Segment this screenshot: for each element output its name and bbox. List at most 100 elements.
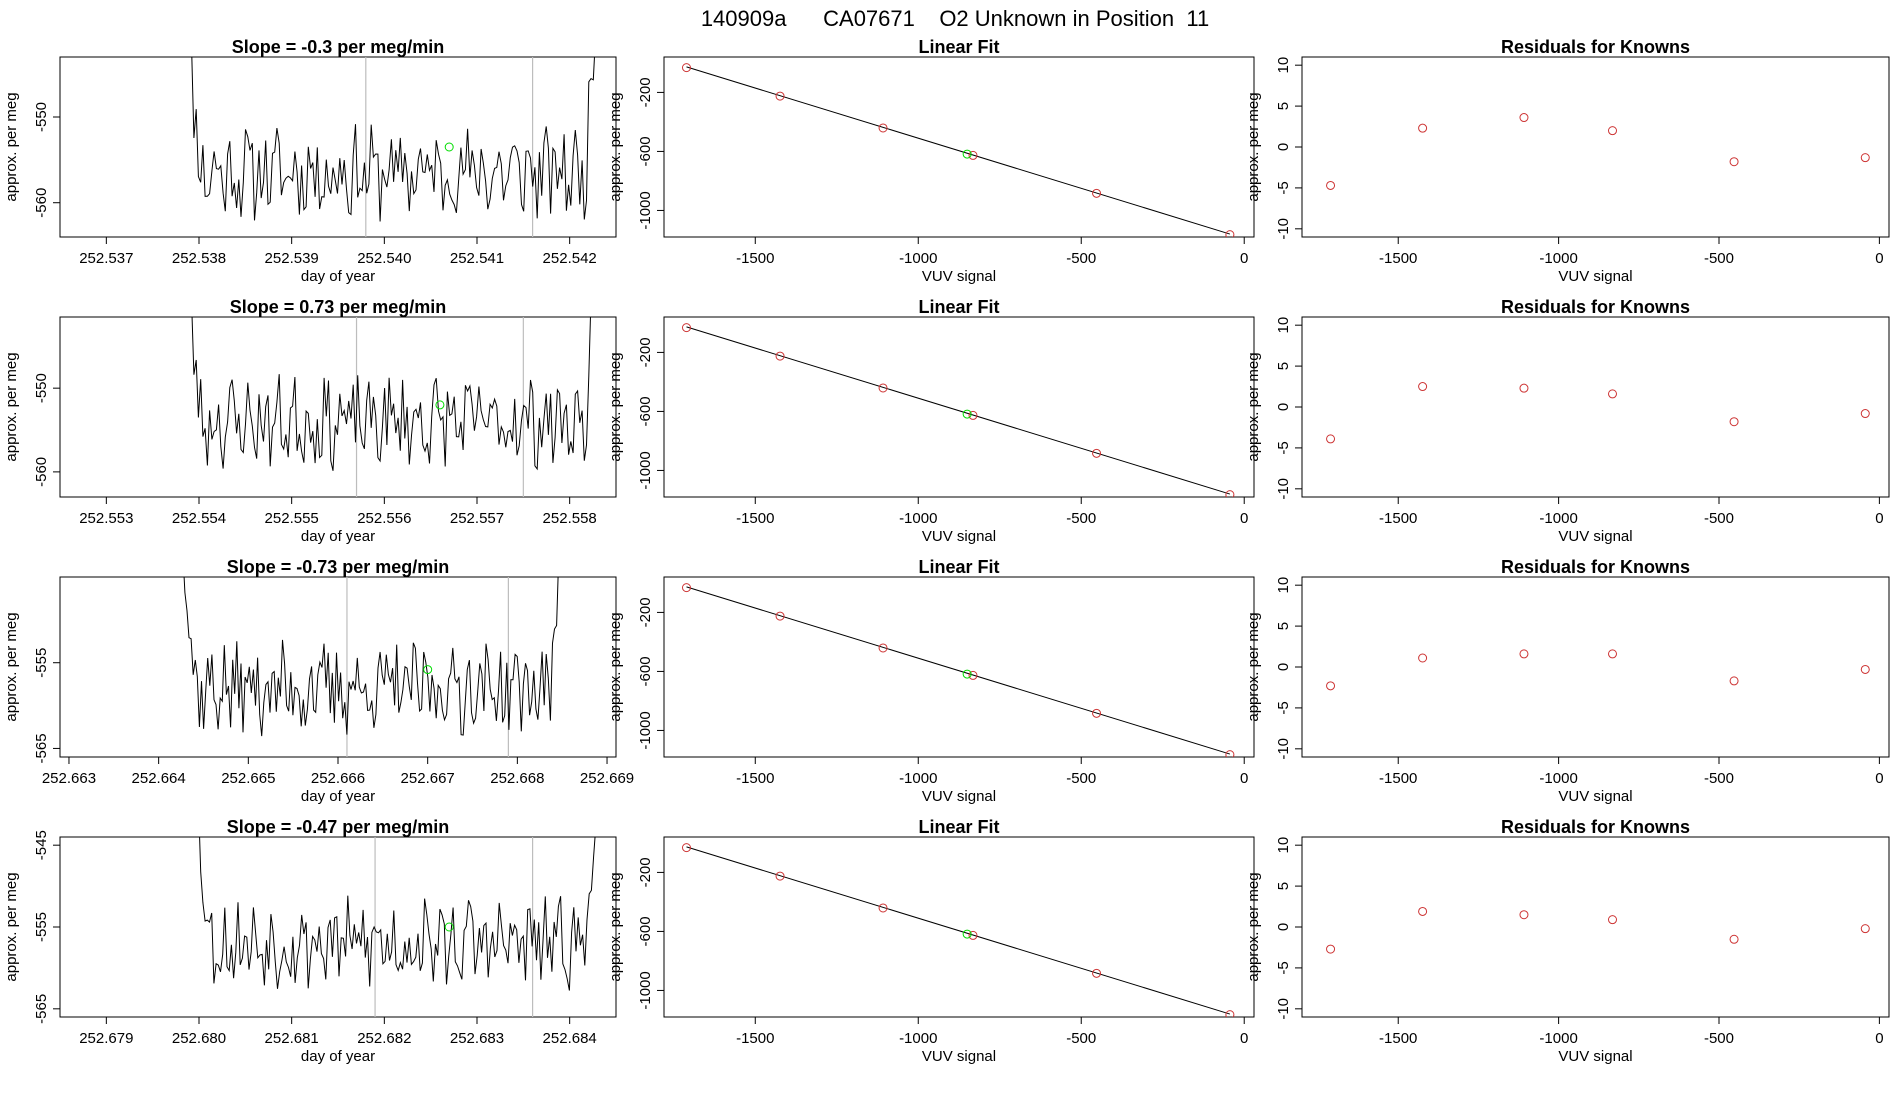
- x-tick-label: -500: [1066, 510, 1096, 527]
- time-series-2-x-axis: 252.553 252.554 252.555 252.556 252.557 252.5…: [79, 497, 597, 527]
- known-point: [775, 871, 785, 881]
- linear-fit-4-frame: [663, 836, 1255, 1018]
- linear-fit-3-title: Linear Fit: [918, 557, 999, 577]
- residuals-3-x-label: VUV signal: [1558, 788, 1632, 805]
- residuals-4-x-label: VUV signal: [1558, 1048, 1632, 1065]
- residuals-1-panel: Residuals for Knowns -1500 -1000 -500 0 VUV s…: [1245, 37, 1890, 285]
- time-series-1-x-label: day of year: [301, 268, 375, 285]
- linear-fit-1-x-axis: -1500 -1000 -500 0: [736, 237, 1248, 267]
- residuals-3-plot-area: [1326, 649, 1870, 691]
- y-tick-label: -10: [1275, 218, 1292, 240]
- time-series-line: [199, 837, 596, 991]
- linear-fit-1-y-label: approx. per meg: [607, 92, 624, 201]
- x-tick-label: 252.665: [221, 770, 275, 787]
- linear-fit-3-y-axis: -200 -600 -1000: [637, 597, 664, 750]
- y-tick-label: -5: [1275, 701, 1292, 714]
- x-tick-label: -1000: [1539, 770, 1577, 787]
- known-point: [681, 843, 691, 853]
- linear-fit-2-frame: [663, 316, 1255, 498]
- x-tick-label: -500: [1704, 1030, 1734, 1047]
- x-tick-label: -1000: [1539, 510, 1577, 527]
- x-tick-label: -500: [1704, 510, 1734, 527]
- y-tick-label: -1000: [637, 971, 654, 1009]
- x-tick-label: -1500: [1379, 250, 1417, 267]
- x-tick-label: 0: [1875, 510, 1883, 527]
- linear-fit-4-y-label: approx. per meg: [607, 872, 624, 981]
- known-point: [1092, 188, 1102, 198]
- x-tick-label: 252.539: [265, 250, 319, 267]
- y-tick-label: -565: [33, 994, 50, 1024]
- residuals-4-y-label: approx. per meg: [1245, 872, 1262, 981]
- residual-point: [1860, 409, 1870, 419]
- known-point: [1225, 1010, 1235, 1017]
- y-tick-label: 5: [1275, 882, 1292, 890]
- residual-point: [1519, 113, 1529, 123]
- x-tick-label: -1000: [899, 510, 937, 527]
- linear-fit-2-y-axis: -200 -600 -1000: [637, 337, 664, 490]
- x-tick-label: -500: [1704, 250, 1734, 267]
- time-series-3-x-label: day of year: [301, 788, 375, 805]
- time-series-4-y-axis: -545 -555 -565: [33, 830, 60, 1024]
- unknown-point: [962, 409, 972, 419]
- known-point: [968, 930, 978, 940]
- time-series-1-x-axis: 252.537 252.538 252.539 252.540 252.541 252.5…: [79, 237, 597, 267]
- residuals-1-y-label: approx. per meg: [1245, 92, 1262, 201]
- residual-point: [1326, 180, 1336, 190]
- linear-fit-2-x-label: VUV signal: [922, 528, 996, 545]
- time-series-2-frame: [59, 316, 617, 498]
- x-tick-label: 252.663: [42, 770, 96, 787]
- residuals-3-y-axis: 10 5 0 -5 -10: [1275, 577, 1302, 760]
- fit-line: [686, 66, 1231, 235]
- time-series-1-y-label: approx. per meg: [3, 92, 20, 201]
- x-tick-label: 0: [1240, 510, 1248, 527]
- known-point: [1225, 230, 1235, 237]
- x-tick-label: 0: [1875, 770, 1883, 787]
- residuals-2-x-label: VUV signal: [1558, 528, 1632, 545]
- x-tick-label: 0: [1240, 770, 1248, 787]
- linear-fit-4-y-axis: -200 -600 -1000: [637, 857, 664, 1010]
- residual-point: [1608, 915, 1618, 925]
- x-tick-label: 252.553: [79, 510, 133, 527]
- known-point: [775, 611, 785, 621]
- x-tick-label: -1500: [736, 770, 774, 787]
- time-series-1-frame: [59, 56, 617, 238]
- known-point: [878, 383, 888, 393]
- known-point: [968, 670, 978, 680]
- y-tick-label: 10: [1275, 57, 1292, 74]
- y-tick-label: -200: [637, 77, 654, 107]
- time-series-2-plot-area: [191, 317, 591, 497]
- x-tick-label: 252.540: [357, 250, 411, 267]
- linear-fit-3-frame: [663, 576, 1255, 758]
- linear-fit-3-x-axis: -1500 -1000 -500 0: [736, 757, 1248, 787]
- y-tick-label: -1000: [637, 451, 654, 489]
- x-tick-label: 0: [1875, 1030, 1883, 1047]
- residual-point: [1729, 934, 1739, 944]
- y-tick-label: 5: [1275, 102, 1292, 110]
- unknown-point: [962, 149, 972, 159]
- known-point: [681, 63, 691, 73]
- unknown-point: [444, 142, 454, 152]
- x-tick-label: -1500: [1379, 1030, 1417, 1047]
- x-tick-label: 252.680: [172, 1030, 226, 1047]
- y-tick-label: -5: [1275, 441, 1292, 454]
- known-point: [681, 583, 691, 593]
- residual-point: [1860, 664, 1870, 674]
- residuals-4-panel: Residuals for Knowns -1500 -1000 -500 0 VUV s…: [1245, 817, 1890, 1065]
- x-tick-label: -1000: [899, 250, 937, 267]
- y-tick-label: 0: [1275, 143, 1292, 151]
- y-tick-label: -1000: [637, 711, 654, 749]
- linear-fit-3-x-label: VUV signal: [922, 788, 996, 805]
- y-tick-label: -560: [33, 188, 50, 218]
- residual-point: [1519, 383, 1529, 393]
- unknown-point: [444, 922, 454, 932]
- unknown-point: [962, 669, 972, 679]
- time-series-2-x-label: day of year: [301, 528, 375, 545]
- known-point: [1225, 750, 1235, 757]
- residual-point: [1326, 681, 1336, 691]
- residuals-4-frame: [1301, 836, 1890, 1018]
- residuals-1-y-axis: 10 5 0 -5 -10: [1275, 57, 1302, 240]
- x-tick-label: 252.541: [450, 250, 504, 267]
- residual-point: [1608, 649, 1618, 659]
- x-tick-label: -1500: [1379, 770, 1417, 787]
